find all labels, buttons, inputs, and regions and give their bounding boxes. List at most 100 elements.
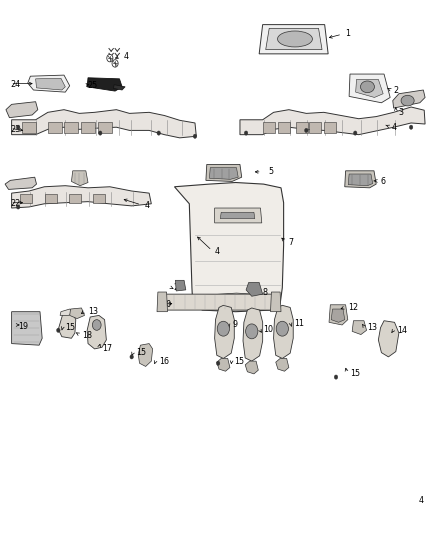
Polygon shape: [12, 110, 196, 138]
Text: 19: 19: [18, 321, 28, 330]
Text: 4: 4: [124, 52, 129, 61]
Text: 14: 14: [397, 326, 407, 335]
Polygon shape: [12, 312, 42, 345]
Circle shape: [107, 54, 113, 62]
Polygon shape: [69, 194, 81, 203]
Text: 8: 8: [263, 287, 268, 296]
Polygon shape: [329, 305, 348, 325]
Circle shape: [353, 131, 357, 135]
Polygon shape: [45, 194, 57, 203]
Text: 10: 10: [263, 325, 273, 334]
Polygon shape: [58, 313, 76, 338]
Ellipse shape: [401, 95, 414, 106]
Polygon shape: [220, 212, 255, 219]
Text: 21: 21: [173, 283, 183, 292]
Circle shape: [193, 134, 197, 139]
Text: 4: 4: [419, 496, 424, 505]
Text: 20: 20: [161, 300, 172, 309]
Circle shape: [276, 321, 288, 336]
Circle shape: [16, 125, 20, 130]
Polygon shape: [28, 75, 70, 92]
Polygon shape: [70, 308, 85, 319]
Ellipse shape: [278, 31, 312, 47]
Polygon shape: [393, 90, 425, 108]
Circle shape: [244, 131, 248, 135]
Polygon shape: [81, 122, 95, 133]
Polygon shape: [348, 174, 373, 185]
Text: 5: 5: [268, 167, 273, 176]
Text: 4: 4: [215, 247, 219, 256]
Text: 15: 15: [136, 348, 146, 357]
Polygon shape: [276, 359, 289, 371]
Polygon shape: [20, 194, 32, 203]
Polygon shape: [159, 294, 279, 310]
Polygon shape: [196, 293, 278, 305]
Text: 13: 13: [367, 323, 378, 332]
Polygon shape: [157, 292, 167, 312]
Polygon shape: [215, 305, 234, 359]
Polygon shape: [217, 359, 230, 371]
Polygon shape: [93, 194, 105, 203]
Polygon shape: [356, 79, 383, 98]
Circle shape: [410, 125, 413, 130]
Polygon shape: [6, 102, 38, 118]
Text: 7: 7: [289, 238, 294, 247]
Circle shape: [157, 131, 160, 135]
Circle shape: [92, 320, 101, 330]
Circle shape: [304, 128, 308, 133]
Polygon shape: [71, 171, 88, 185]
Polygon shape: [64, 122, 78, 133]
Text: 3: 3: [398, 108, 403, 117]
Polygon shape: [87, 316, 106, 349]
Text: 4: 4: [145, 201, 150, 210]
Polygon shape: [331, 309, 345, 322]
Polygon shape: [274, 305, 293, 359]
Circle shape: [216, 361, 220, 366]
Polygon shape: [35, 78, 65, 90]
Polygon shape: [174, 182, 284, 312]
Polygon shape: [22, 122, 36, 133]
Polygon shape: [206, 165, 242, 181]
Polygon shape: [12, 185, 151, 208]
Text: 4: 4: [392, 123, 396, 132]
Polygon shape: [246, 282, 263, 296]
Circle shape: [246, 324, 258, 339]
Polygon shape: [5, 177, 36, 189]
Circle shape: [99, 131, 102, 135]
Text: 2: 2: [394, 85, 399, 94]
Text: 15: 15: [65, 323, 75, 332]
Text: 6: 6: [381, 177, 385, 186]
Polygon shape: [209, 167, 238, 179]
Circle shape: [112, 60, 118, 67]
Text: 11: 11: [294, 319, 304, 328]
Circle shape: [57, 328, 60, 333]
Polygon shape: [243, 308, 263, 361]
Text: 24: 24: [11, 80, 21, 89]
Polygon shape: [271, 292, 281, 312]
Polygon shape: [113, 85, 125, 90]
Polygon shape: [215, 208, 262, 223]
Polygon shape: [352, 321, 367, 335]
Circle shape: [334, 375, 338, 379]
Text: 18: 18: [82, 331, 92, 340]
Polygon shape: [263, 123, 276, 133]
Polygon shape: [278, 123, 290, 133]
Polygon shape: [378, 321, 399, 357]
Circle shape: [130, 355, 134, 359]
Text: 13: 13: [88, 307, 98, 316]
Polygon shape: [296, 123, 308, 133]
Polygon shape: [309, 123, 321, 133]
Polygon shape: [99, 122, 113, 133]
Text: 15: 15: [234, 357, 244, 366]
Text: 12: 12: [348, 303, 358, 312]
Text: 25: 25: [87, 81, 97, 90]
Text: 16: 16: [159, 357, 169, 366]
Polygon shape: [48, 122, 62, 133]
Polygon shape: [324, 123, 336, 133]
Text: 9: 9: [232, 320, 237, 329]
Polygon shape: [138, 344, 152, 367]
Polygon shape: [349, 74, 390, 103]
Polygon shape: [175, 280, 186, 291]
Polygon shape: [345, 171, 376, 188]
Polygon shape: [87, 78, 122, 91]
